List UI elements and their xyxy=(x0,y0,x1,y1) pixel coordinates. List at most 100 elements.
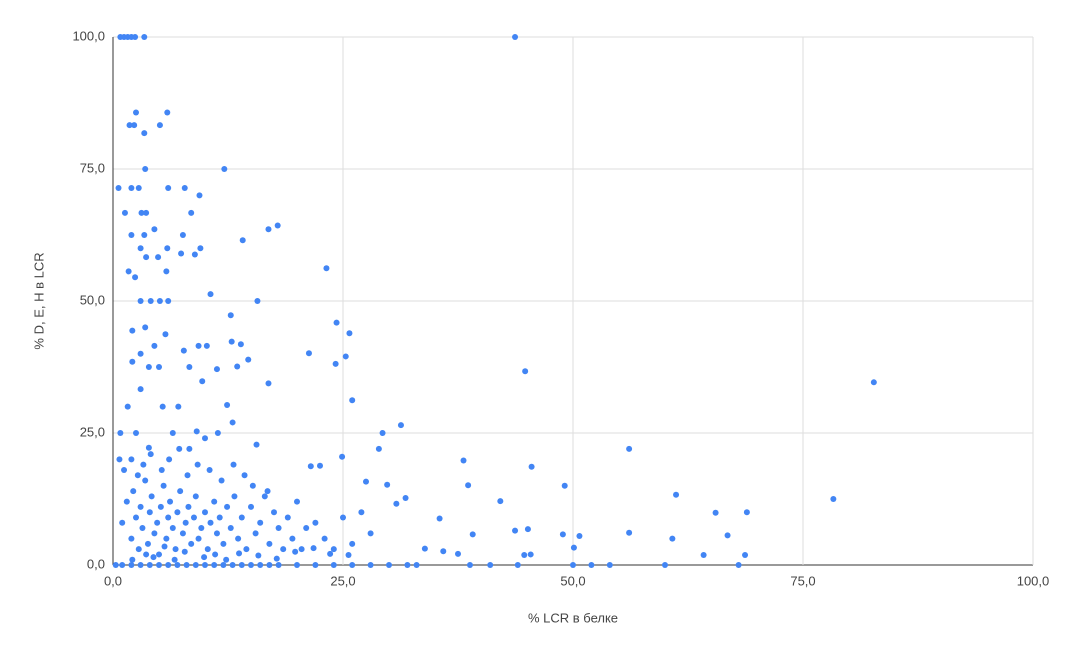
point xyxy=(294,562,300,568)
point xyxy=(218,477,225,484)
point xyxy=(176,445,183,452)
point xyxy=(528,463,535,470)
x-tick-label: 0,0 xyxy=(104,573,122,588)
point xyxy=(197,245,204,252)
point xyxy=(198,525,205,532)
point xyxy=(735,562,742,568)
point xyxy=(402,494,409,501)
point xyxy=(123,498,130,505)
point xyxy=(147,451,154,458)
point xyxy=(212,551,219,558)
point xyxy=(137,298,144,304)
point xyxy=(194,461,201,468)
x-axis-label: % LCR в белке xyxy=(528,610,618,625)
point xyxy=(159,403,166,410)
point xyxy=(151,342,158,349)
point xyxy=(165,562,172,568)
point xyxy=(386,562,392,568)
point xyxy=(178,250,185,257)
point xyxy=(142,166,149,172)
point xyxy=(327,550,334,557)
point xyxy=(512,34,519,40)
point xyxy=(112,562,119,568)
point xyxy=(143,551,150,558)
point xyxy=(146,562,153,568)
point xyxy=(174,562,181,568)
point xyxy=(237,341,244,348)
point xyxy=(363,478,369,485)
point xyxy=(162,331,169,338)
point xyxy=(156,122,163,129)
point xyxy=(164,245,171,252)
point xyxy=(195,342,202,349)
point xyxy=(163,535,170,542)
point xyxy=(185,503,192,510)
point xyxy=(129,556,136,563)
point xyxy=(157,503,164,510)
point xyxy=(289,535,296,542)
point xyxy=(186,445,193,452)
point xyxy=(117,430,124,436)
y-tick-label: 0,0 xyxy=(87,556,105,571)
point xyxy=(174,509,181,516)
point xyxy=(662,562,668,568)
point xyxy=(138,209,145,216)
point xyxy=(130,488,137,495)
point xyxy=(742,551,749,558)
point xyxy=(236,550,243,557)
point xyxy=(413,562,420,568)
point xyxy=(271,509,277,516)
point xyxy=(213,366,220,373)
point xyxy=(248,503,254,510)
point xyxy=(274,222,281,229)
x-tick-label: 100,0 xyxy=(1017,573,1050,588)
point xyxy=(330,546,337,553)
point xyxy=(206,466,213,473)
x-tick-label: 75,0 xyxy=(790,573,815,588)
point xyxy=(358,509,365,516)
point xyxy=(332,360,339,367)
point xyxy=(203,342,210,349)
point xyxy=(317,462,323,469)
point xyxy=(265,380,272,387)
point xyxy=(561,482,568,489)
point xyxy=(669,535,676,542)
point xyxy=(135,546,142,553)
point xyxy=(223,556,230,563)
point xyxy=(128,562,135,568)
point xyxy=(228,338,235,345)
point xyxy=(235,535,242,542)
point xyxy=(211,562,218,568)
point xyxy=(193,428,200,435)
point xyxy=(227,312,234,319)
point xyxy=(221,166,228,172)
point xyxy=(830,496,837,502)
point xyxy=(171,556,178,563)
point xyxy=(164,109,171,116)
point xyxy=(202,562,208,568)
point xyxy=(375,445,382,452)
point xyxy=(133,514,139,521)
point xyxy=(349,397,356,404)
point xyxy=(367,530,374,537)
point xyxy=(323,265,330,272)
point xyxy=(303,525,310,532)
point xyxy=(191,251,198,258)
point xyxy=(143,254,150,261)
point xyxy=(312,519,319,526)
point xyxy=(188,540,195,547)
point xyxy=(186,364,193,370)
point xyxy=(379,430,386,436)
point xyxy=(207,291,214,298)
point xyxy=(158,466,165,473)
point xyxy=(255,552,262,559)
point xyxy=(184,472,191,479)
point xyxy=(521,551,528,558)
point xyxy=(145,444,152,451)
point xyxy=(177,488,184,495)
point xyxy=(213,530,220,537)
point xyxy=(249,482,256,489)
point xyxy=(421,545,428,552)
point xyxy=(165,514,172,521)
point xyxy=(305,350,312,357)
